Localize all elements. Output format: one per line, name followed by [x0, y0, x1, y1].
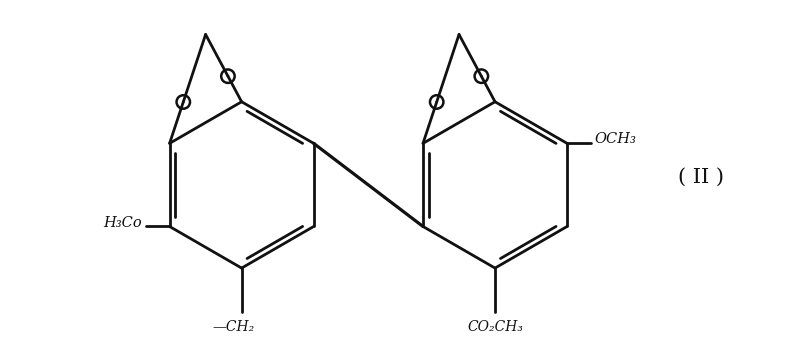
Text: H₃Co: H₃Co [103, 216, 142, 229]
Text: CO₂CH₃: CO₂CH₃ [467, 320, 523, 333]
Text: —CH₂: —CH₂ [213, 320, 255, 333]
Text: ( II ): ( II ) [678, 167, 724, 187]
Text: OCH₃: OCH₃ [594, 132, 637, 147]
